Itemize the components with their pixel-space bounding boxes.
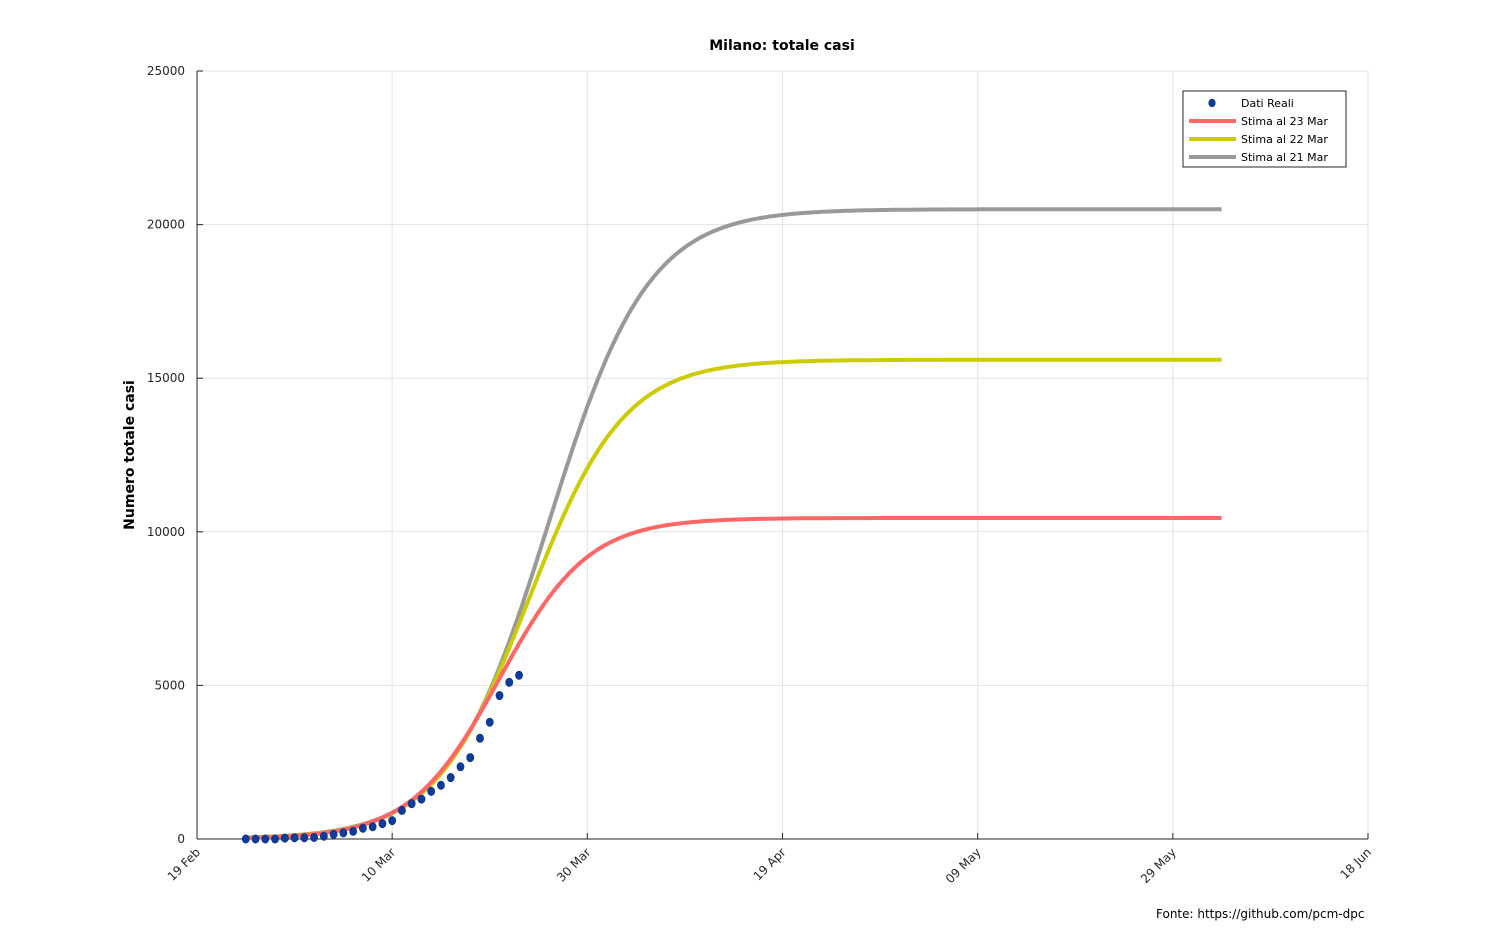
data-point <box>329 829 338 839</box>
data-point <box>495 691 504 701</box>
data-point <box>319 831 328 841</box>
data-point <box>388 816 397 826</box>
data-point <box>466 753 475 763</box>
legend-label: Stima al 22 Mar <box>1241 133 1328 146</box>
x-tick-label: 19 Apr <box>751 845 789 883</box>
y-axis-ticks: 0 5000 10000 15000 20000 25000 <box>147 64 203 846</box>
y-tick-label: 0 <box>177 832 185 846</box>
data-point <box>241 834 250 844</box>
data-point <box>349 826 358 836</box>
x-tick-label: 10 Mar <box>359 845 398 884</box>
legend-marker-dati-reali <box>1208 98 1216 108</box>
y-tick-label: 10000 <box>147 525 185 539</box>
data-point <box>456 762 465 772</box>
data-point <box>261 834 270 844</box>
y-tick-label: 20000 <box>147 218 185 232</box>
data-point <box>368 822 377 832</box>
data-point <box>271 834 279 844</box>
legend-label: Stima al 21 Mar <box>1241 151 1328 164</box>
data-point <box>280 833 289 843</box>
data-point <box>310 832 318 842</box>
data-point <box>515 670 523 680</box>
data-point <box>251 834 260 844</box>
data-point <box>446 773 455 783</box>
x-tick-label: 18 Jun <box>1337 845 1374 882</box>
data-point <box>339 828 348 838</box>
legend-label: Dati Reali <box>1241 97 1294 110</box>
data-point <box>427 786 436 796</box>
series-points <box>241 670 523 844</box>
data-point <box>407 799 416 809</box>
x-tick-label: 19 Feb <box>165 845 203 883</box>
y-tick-label: 5000 <box>154 678 185 692</box>
x-tick-label: 09 May <box>943 845 984 886</box>
data-point <box>300 833 309 843</box>
x-tick-label: 30 Mar <box>554 845 593 884</box>
data-point <box>505 677 514 687</box>
grid-lines <box>196 70 1369 840</box>
data-point <box>417 794 426 804</box>
x-tick-label: 29 May <box>1138 845 1179 886</box>
data-point <box>290 833 299 843</box>
legend: Dati Reali Stima al 23 Mar Stima al 22 Mar… <box>1182 90 1347 168</box>
legend-label: Stima al 23 Mar <box>1241 115 1328 128</box>
data-point <box>398 805 406 815</box>
data-point <box>476 733 484 743</box>
data-point <box>437 780 445 790</box>
y-axis-label: Numero totale casi <box>122 380 138 530</box>
data-point <box>485 717 494 727</box>
y-tick-label: 15000 <box>147 371 185 385</box>
y-tick-label: 25000 <box>147 64 185 78</box>
x-axis-ticks: 19 Feb 10 Mar 30 Mar 19 Apr 09 May 29 May 18 J… <box>165 833 1374 886</box>
data-point <box>358 823 367 833</box>
chart-title: Milano: totale casi <box>709 38 855 54</box>
data-point <box>378 819 387 829</box>
source-attribution: Fonte: https://github.com/pcm-dpc <box>1156 907 1365 921</box>
